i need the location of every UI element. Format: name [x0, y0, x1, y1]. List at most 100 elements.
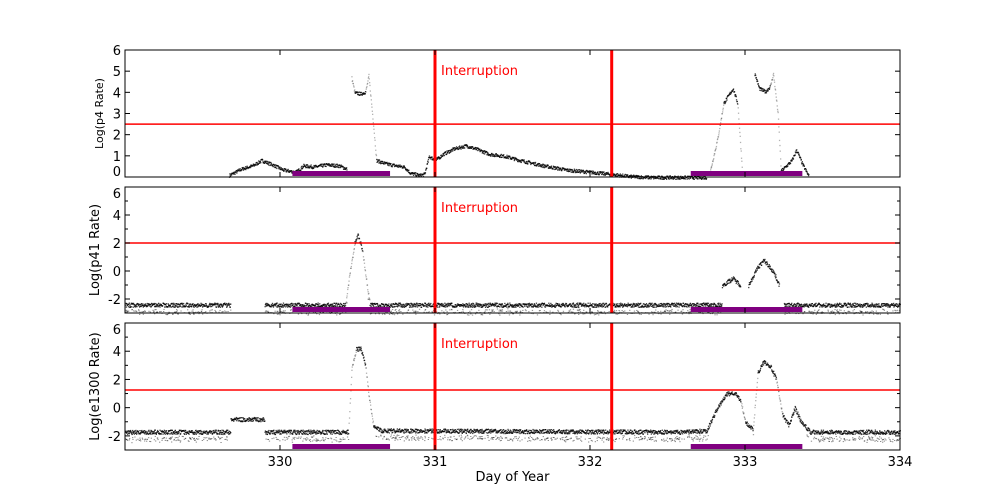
data-point — [777, 109, 778, 110]
data-point — [778, 119, 779, 120]
data-point — [558, 311, 559, 312]
time-period-bar — [292, 307, 390, 312]
y-tick-label: 0 — [113, 165, 121, 180]
data-point — [755, 75, 756, 76]
data-point — [281, 304, 282, 305]
data-point — [487, 152, 488, 153]
data-point — [732, 280, 733, 281]
data-point — [291, 309, 292, 310]
data-point — [439, 306, 440, 307]
data-point — [366, 278, 367, 279]
data-point — [374, 140, 375, 141]
data-point — [620, 303, 621, 304]
data-point — [282, 169, 283, 170]
data-point — [493, 309, 494, 310]
data-point — [637, 178, 638, 179]
data-point — [188, 441, 189, 442]
data-point — [720, 122, 721, 123]
data-point — [395, 309, 396, 310]
data-point — [383, 304, 384, 305]
data-point — [682, 314, 683, 315]
data-point — [175, 434, 176, 435]
data-point — [188, 305, 189, 306]
data-point — [280, 314, 281, 315]
data-point — [713, 155, 714, 156]
data-point — [580, 311, 581, 312]
data-point — [298, 168, 299, 169]
data-point — [772, 77, 773, 78]
data-point — [761, 265, 762, 266]
data-point — [394, 314, 395, 315]
data-point — [757, 79, 758, 80]
data-point — [473, 305, 474, 306]
data-point — [529, 306, 530, 307]
data-point — [843, 305, 844, 306]
data-point — [495, 304, 496, 305]
data-point — [201, 309, 202, 310]
data-point — [275, 311, 276, 312]
data-point — [213, 430, 214, 431]
data-point — [489, 309, 490, 310]
data-point — [247, 166, 248, 167]
data-point — [752, 278, 753, 279]
data-point — [617, 303, 618, 304]
data-point — [213, 437, 214, 438]
data-point — [588, 303, 589, 304]
data-point — [624, 303, 625, 304]
data-point — [721, 303, 722, 304]
data-point — [351, 266, 352, 267]
data-point — [682, 309, 683, 310]
data-point — [616, 314, 617, 315]
data-point — [400, 303, 401, 304]
data-point — [130, 430, 131, 431]
data-point — [132, 439, 133, 440]
data-point — [522, 310, 523, 311]
data-point — [685, 178, 686, 179]
data-point — [405, 167, 406, 168]
data-point — [528, 311, 529, 312]
data-point — [190, 439, 191, 440]
data-point — [202, 434, 203, 435]
data-point — [178, 432, 179, 433]
data-point — [307, 303, 308, 304]
data-point — [164, 437, 165, 438]
data-point — [681, 311, 682, 312]
data-point — [772, 79, 773, 80]
data-point — [732, 91, 733, 92]
data-point — [166, 438, 167, 439]
data-point — [174, 432, 175, 433]
data-point — [396, 311, 397, 312]
data-point — [774, 82, 775, 83]
data-point — [427, 163, 428, 164]
data-point — [153, 311, 154, 312]
data-point — [775, 93, 776, 94]
data-point — [627, 174, 628, 175]
data-point — [619, 303, 620, 304]
data-point — [177, 310, 178, 311]
data-point — [230, 310, 231, 311]
data-point — [852, 306, 853, 307]
data-point — [629, 310, 630, 311]
data-point — [520, 312, 521, 313]
data-point — [828, 311, 829, 312]
data-point — [563, 303, 564, 304]
data-point — [402, 304, 403, 305]
data-point — [155, 309, 156, 310]
data-point — [354, 248, 355, 249]
data-point — [667, 310, 668, 311]
y-tick-label: 2 — [113, 129, 121, 144]
data-point — [524, 159, 525, 160]
data-point — [192, 437, 193, 438]
data-point — [809, 304, 810, 305]
data-point — [484, 153, 485, 154]
data-point — [374, 137, 375, 138]
data-point — [146, 431, 147, 432]
data-point — [328, 303, 329, 304]
data-point — [419, 309, 420, 310]
data-point — [396, 306, 397, 307]
data-point — [143, 314, 144, 315]
data-point — [713, 159, 714, 160]
data-point — [770, 266, 771, 267]
data-point — [706, 178, 707, 179]
